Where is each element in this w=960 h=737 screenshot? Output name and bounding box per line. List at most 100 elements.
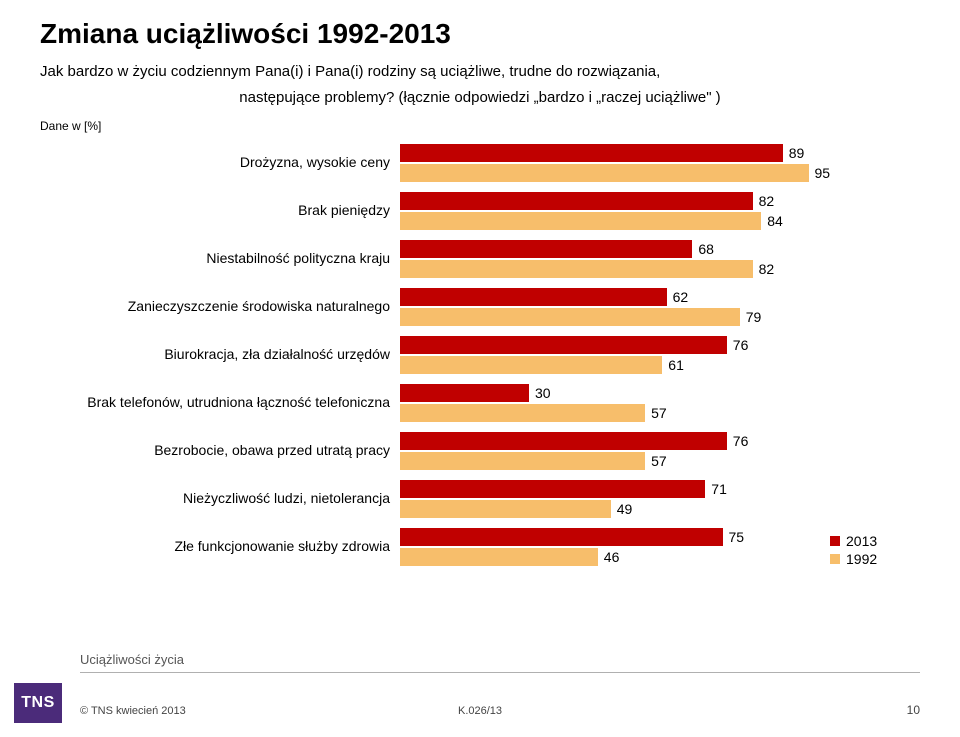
- chart-category-label: Brak pieniędzy: [40, 202, 400, 219]
- chart-bar-line: 79: [400, 308, 830, 326]
- chart-bar-line: 57: [400, 452, 830, 470]
- chart-bar: [400, 528, 723, 546]
- chart-bar-value: 46: [598, 548, 620, 566]
- chart-legend-column: 2013 1992: [830, 139, 920, 571]
- chart-category-label: Niestabilność polityczna kraju: [40, 250, 400, 267]
- chart-category-label: Zanieczyszczenie środowiska naturalnego: [40, 298, 400, 315]
- chart-bar-value: 84: [761, 212, 783, 230]
- chart-bar-value: 76: [727, 432, 749, 450]
- note-row: Dane w [%]: [40, 115, 920, 133]
- slide: Zmiana uciążliwości 1992-2013 Jak bardzo…: [0, 0, 960, 737]
- chart-bar-row: 76 61: [400, 331, 830, 379]
- chart-category-label-row: Biurokracja, zła działalność urzędów: [40, 331, 400, 379]
- chart-category-label-row: Drożyzna, wysokie ceny: [40, 139, 400, 187]
- chart-bar-line: 82: [400, 260, 830, 278]
- chart-bar-value: 89: [783, 144, 805, 162]
- chart-bar: [400, 164, 809, 182]
- chart-bar: [400, 432, 727, 450]
- chart-bar: [400, 500, 611, 518]
- chart-bar: [400, 260, 753, 278]
- chart-bar-value: 95: [809, 164, 831, 182]
- chart-bar-line: 46: [400, 548, 830, 566]
- chart-bar-line: 49: [400, 500, 830, 518]
- chart-legend: 2013 1992: [830, 533, 877, 567]
- chart-bar: [400, 452, 645, 470]
- legend-label: 1992: [846, 551, 877, 567]
- chart-bar-value: 82: [753, 260, 775, 278]
- chart-category-label-row: Nieżyczliwość ludzi, nietolerancja: [40, 475, 400, 523]
- chart-bars-column: 899582846882627976613057765771497546: [400, 139, 830, 571]
- legend-item-1992: 1992: [830, 551, 877, 567]
- chart-bar-value: 68: [692, 240, 714, 258]
- chart-bar-line: 61: [400, 356, 830, 374]
- chart-bar-value: 71: [705, 480, 727, 498]
- chart-bar: [400, 548, 598, 566]
- chart-bar-line: 68: [400, 240, 830, 258]
- chart-category-label-row: Brak telefonów, utrudniona łączność tele…: [40, 379, 400, 427]
- bar-chart: Drożyzna, wysokie ceny Brak pieniędzy Nies…: [40, 139, 920, 571]
- chart-bar: [400, 384, 529, 402]
- chart-bar-line: 76: [400, 336, 830, 354]
- chart-bar-line: 30: [400, 384, 830, 402]
- chart-bar: [400, 144, 783, 162]
- tns-logo: TNS: [14, 683, 62, 723]
- footer-label: Uciążliwości życia: [80, 652, 184, 667]
- chart-bar-line: 76: [400, 432, 830, 450]
- legend-item-2013: 2013: [830, 533, 877, 549]
- chart-bar-value: 57: [645, 404, 667, 422]
- chart-category-label: Biurokracja, zła działalność urzędów: [40, 346, 400, 363]
- chart-bar-row: 30 57: [400, 379, 830, 427]
- subtitle-line-1: Jak bardzo w życiu codziennym Pana(i) i …: [40, 62, 920, 82]
- chart-bar-value: 79: [740, 308, 762, 326]
- chart-bar: [400, 240, 692, 258]
- chart-bar: [400, 288, 667, 306]
- chart-bar-row: 8995: [400, 139, 830, 187]
- chart-bar-line: 75: [400, 528, 830, 546]
- chart-category-label: Złe funkcjonowanie służby zdrowia: [40, 538, 400, 555]
- chart-bar-value: 57: [645, 452, 667, 470]
- footer-divider: [80, 672, 920, 673]
- document-code: K.026/13: [458, 705, 502, 717]
- chart-bar: [400, 404, 645, 422]
- chart-bar-value: 30: [529, 384, 551, 402]
- chart-bar-line: 57: [400, 404, 830, 422]
- subtitle-line-2: następujące problemy? (łącznie odpowiedz…: [40, 88, 920, 108]
- chart-category-label: Drożyzna, wysokie ceny: [40, 154, 400, 171]
- chart-category-label-row: Zanieczyszczenie środowiska naturalnego: [40, 283, 400, 331]
- chart-category-label-row: Niestabilność polityczna kraju: [40, 235, 400, 283]
- chart-bar-line: 89: [400, 144, 830, 162]
- chart-bar-value: 76: [727, 336, 749, 354]
- chart-category-label: Brak telefonów, utrudniona łączność tele…: [40, 394, 400, 411]
- slide-title: Zmiana uciążliwości 1992-2013: [40, 18, 920, 50]
- chart-bar-row: 76 57: [400, 427, 830, 475]
- chart-bar-row: 62 79: [400, 283, 830, 331]
- chart-category-label: Nieżyczliwość ludzi, nietolerancja: [40, 490, 400, 507]
- chart-bar: [400, 308, 740, 326]
- chart-bar-value: 49: [611, 500, 633, 518]
- chart-bar-line: 62: [400, 288, 830, 306]
- chart-category-label-row: Bezrobocie, obawa przed utratą pracy: [40, 427, 400, 475]
- legend-swatch-icon: [830, 536, 840, 546]
- chart-bar-value: 82: [753, 192, 775, 210]
- legend-swatch-icon: [830, 554, 840, 564]
- chart-bar-row: 71 49: [400, 475, 830, 523]
- page-number: 10: [907, 703, 920, 717]
- chart-bar-value: 75: [723, 528, 745, 546]
- chart-bar: [400, 192, 753, 210]
- chart-category-label-row: Złe funkcjonowanie służby zdrowia: [40, 523, 400, 571]
- chart-bar-row: 8284: [400, 187, 830, 235]
- chart-bar-row: 75 46: [400, 523, 830, 571]
- chart-bar-line: 95: [400, 164, 830, 182]
- chart-bar-value: 62: [667, 288, 689, 306]
- chart-bar: [400, 212, 761, 230]
- chart-bar-value: 61: [662, 356, 684, 374]
- chart-category-label-row: Brak pieniędzy: [40, 187, 400, 235]
- chart-bar-line: 71: [400, 480, 830, 498]
- chart-labels-column: Drożyzna, wysokie ceny Brak pieniędzy Nies…: [40, 139, 400, 571]
- chart-bar: [400, 356, 662, 374]
- chart-category-label: Bezrobocie, obawa przed utratą pracy: [40, 442, 400, 459]
- chart-bar: [400, 336, 727, 354]
- legend-label: 2013: [846, 533, 877, 549]
- chart-bar-line: 82: [400, 192, 830, 210]
- chart-bar-row: 68 82: [400, 235, 830, 283]
